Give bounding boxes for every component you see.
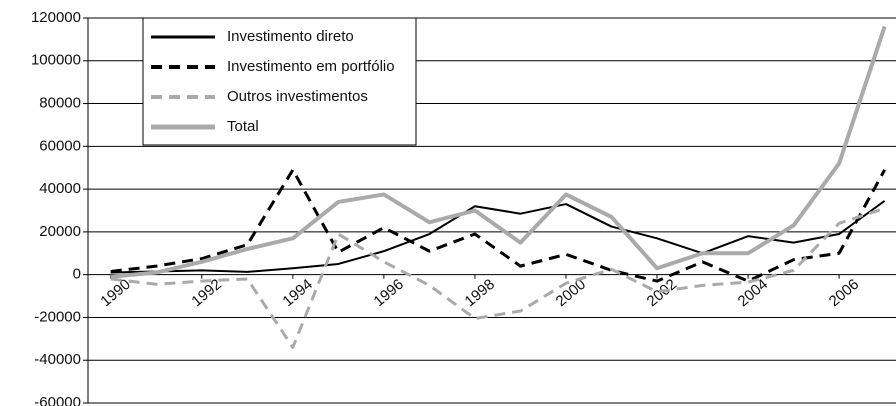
legend-label: Outros investimentos: [227, 88, 368, 105]
series-line: [110, 206, 886, 349]
y-tick-label: -60000: [34, 394, 81, 406]
y-tick-label: 120000: [31, 9, 81, 26]
y-tick-label: 20000: [39, 223, 81, 240]
series-line: [110, 200, 886, 274]
series-line: [110, 25, 887, 279]
series-line: [110, 168, 886, 283]
legend-label: Total: [227, 118, 259, 135]
legend-label: Investimento direto: [227, 28, 354, 45]
lines: [110, 25, 887, 349]
y-tick-label: 60000: [39, 137, 81, 154]
legend: Investimento direto Investimento em portf…: [142, 17, 417, 146]
legend-label: Investimento em portfólio: [227, 58, 395, 75]
y-tick-label: 40000: [39, 180, 81, 197]
x-tick-label: 1994: [279, 276, 315, 310]
legend-box: [142, 17, 417, 146]
x-tick-label: 1998: [462, 276, 498, 310]
y-tick-label: 0: [73, 266, 81, 283]
y-tick-label: -20000: [34, 308, 81, 325]
y-tick-label: 80000: [39, 95, 81, 112]
y-tick-label: 100000: [31, 52, 81, 69]
x-tick-label: 1996: [371, 276, 407, 310]
x-tick-label: 2002: [644, 276, 680, 310]
y-tick-label: -40000: [34, 351, 81, 368]
x-tick-label: 2000: [553, 276, 589, 310]
x-tick-label: 2006: [826, 276, 862, 310]
